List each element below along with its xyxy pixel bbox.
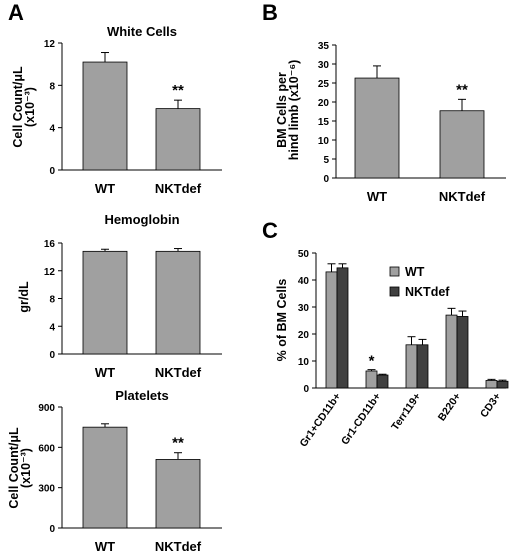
significance-marker: ** [172,82,184,99]
y-tick-label: 4 [49,322,55,333]
x-tick-label: NKTdef [155,539,202,554]
bar-wt [405,344,418,389]
panel-letter-A: A [8,0,24,25]
y-tick-label: 20 [298,330,310,341]
x-tick-label: Gr1-CD11b+ [339,391,383,447]
x-tick-label: Gr1+CD11b+ [297,391,343,450]
bar-nktdef [376,374,389,389]
y-tick-label: 30 [298,303,310,314]
y-tick-label: 0 [49,166,55,177]
bar-wt [82,61,128,171]
y-tick-label: 16 [44,239,56,250]
y-tick-label: 600 [38,443,55,454]
chart-title: White Cells [107,24,177,39]
y-axis-label: (x10⁻³) [19,448,33,488]
significance-marker: ** [172,435,184,452]
x-tick-label: B220+ [436,391,464,423]
bar-nktdef [416,344,429,389]
y-tick-label: 300 [38,484,55,495]
bar-wt [354,77,400,179]
y-tick-label: 8 [49,295,55,306]
bar-wt [365,370,378,389]
y-tick-label: 40 [298,276,310,287]
y-tick-label: 20 [318,98,330,109]
legend-swatch-wt [389,266,400,277]
significance-marker: * [369,353,375,370]
y-tick-label: 8 [49,81,55,92]
bar-wt [485,380,498,389]
bar-nktdef [439,110,485,179]
legend-label-wt: WT [405,265,425,279]
y-axis-label: gr/dL [17,281,31,313]
y-tick-label: 35 [318,41,330,52]
y-axis-label: Cell Count/μL [7,427,21,509]
y-tick-label: 0 [49,524,55,535]
x-tick-label: WT [95,181,115,196]
bar-wt [325,271,338,389]
legend-label-nktdef: NKTdef [405,285,450,299]
y-tick-label: 900 [38,403,55,414]
x-tick-label: Terr119+ [389,391,423,433]
bar-wt [445,314,458,389]
y-tick-label: 15 [318,117,330,128]
y-tick-label: 10 [298,357,310,368]
y-tick-label: 50 [298,249,310,260]
bar-nktdef [155,108,201,171]
x-tick-label: NKTdef [439,189,486,204]
y-tick-label: 0 [303,384,309,395]
y-tick-label: 25 [318,79,330,90]
y-tick-label: 10 [318,136,330,147]
y-tick-label: 5 [323,155,329,166]
x-tick-label: NKTdef [155,365,202,380]
bar-nktdef [155,250,201,355]
bar-nktdef [155,459,201,529]
y-axis-label: (x10⁻³) [23,87,37,127]
legend-swatch-nktdef [389,286,400,297]
significance-marker: ** [456,81,468,98]
y-axis-label: Cell Count/μL [11,66,25,148]
x-tick-label: CD3+ [478,391,503,420]
y-axis-label: hind limb (x10⁻⁶) [287,60,301,161]
chart-title: Hemoglobin [104,212,179,227]
y-tick-label: 12 [44,267,56,278]
x-tick-label: NKTdef [155,181,202,196]
y-axis-label: BM Cells per [275,72,289,148]
y-tick-label: 4 [49,124,55,135]
bar-nktdef [456,316,469,389]
y-tick-label: 0 [323,174,329,185]
y-tick-label: 30 [318,60,330,71]
bar-nktdef [496,380,509,389]
bar-wt [82,426,128,529]
x-tick-label: WT [95,365,115,380]
y-axis-label: % of BM Cells [275,279,289,362]
y-tick-label: 12 [44,39,56,50]
y-tick-label: 0 [49,350,55,361]
bar-nktdef [336,267,349,389]
bar-wt [82,250,128,355]
chart-title: Platelets [115,388,168,403]
x-tick-label: WT [367,189,387,204]
x-tick-label: WT [95,539,115,554]
panel-letter-C: C [262,218,278,243]
panel-letter-B: B [262,0,278,25]
